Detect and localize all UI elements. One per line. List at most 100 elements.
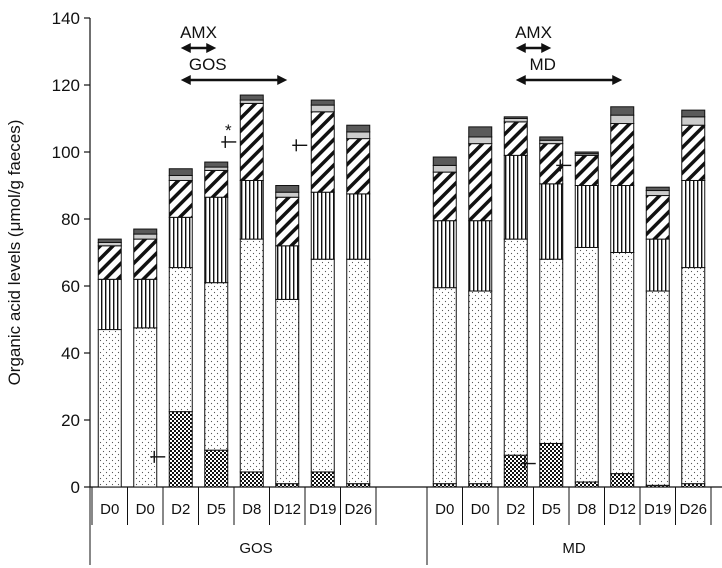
bar-segment xyxy=(503,154,528,240)
y-tick-label: 0 xyxy=(71,478,80,497)
bar-segment xyxy=(645,190,670,197)
annotation-arrowhead-left xyxy=(180,75,191,85)
bar-segment xyxy=(204,449,229,488)
y-axis-label: Organic acid levels (μmol/g faeces) xyxy=(5,120,24,386)
bar-segment xyxy=(468,143,493,222)
bar-segment xyxy=(610,185,635,253)
bar-segment xyxy=(168,174,193,181)
bar-segment xyxy=(645,195,670,240)
bar-segment xyxy=(346,124,371,133)
bar-segment xyxy=(503,454,528,488)
bar-segment xyxy=(310,111,335,193)
annotation-label: MD xyxy=(530,55,556,74)
bar-segment xyxy=(204,169,229,198)
bar-segment xyxy=(468,136,493,145)
bar-segment xyxy=(503,116,528,119)
bar-segment xyxy=(204,196,229,284)
group-label: GOS xyxy=(239,540,272,557)
annotation-arrowhead-left xyxy=(515,43,526,53)
y-tick-label: 20 xyxy=(61,411,80,430)
bar-segment xyxy=(275,196,300,247)
y-tick-label: 140 xyxy=(52,9,80,28)
bar-segment xyxy=(681,116,706,126)
bar-segment xyxy=(645,186,670,192)
bar-segment xyxy=(204,166,229,171)
bar-segment xyxy=(168,216,193,269)
bar-segment xyxy=(539,183,564,260)
bar-segment xyxy=(681,483,706,488)
category-label: D0 xyxy=(471,501,490,518)
annotation-label: GOS xyxy=(189,55,227,74)
bar-segment xyxy=(681,109,706,118)
bar-segment xyxy=(133,278,158,329)
bar-segment xyxy=(133,233,158,240)
bar-segment xyxy=(275,185,300,193)
bar-segment xyxy=(97,238,122,243)
bar-segment xyxy=(133,238,158,280)
bar-segment xyxy=(468,290,493,485)
bar-segment xyxy=(97,278,122,331)
bar-segment xyxy=(681,179,706,269)
bar-segment xyxy=(239,471,264,488)
bar-segment xyxy=(574,481,599,488)
y-tick-label: 80 xyxy=(61,210,80,229)
bar-segment xyxy=(97,245,122,280)
bar-segment xyxy=(310,471,335,488)
bar-segment xyxy=(346,138,371,195)
category-label: D5 xyxy=(542,501,561,518)
bar-segment xyxy=(645,238,670,292)
bar-segment xyxy=(133,228,158,235)
bar-segment xyxy=(574,151,599,155)
bar-segment xyxy=(133,327,158,488)
bar-segment xyxy=(204,282,229,451)
category-label: D8 xyxy=(242,501,261,518)
bar-segment xyxy=(97,329,122,488)
y-tick-label: 40 xyxy=(61,344,80,363)
bar-segment xyxy=(645,290,670,486)
bar-segment xyxy=(539,258,564,444)
bar-segment xyxy=(574,246,599,483)
bar-segment xyxy=(503,118,528,123)
significance-star: * xyxy=(225,121,232,140)
annotation-arrowhead-right xyxy=(277,75,288,85)
bar-segment xyxy=(468,126,493,138)
category-label: D8 xyxy=(577,501,596,518)
category-label: D2 xyxy=(171,501,190,518)
bar-segment xyxy=(610,106,635,116)
bar-segment xyxy=(574,185,599,248)
bar-segment xyxy=(539,442,564,488)
bar-segment xyxy=(239,99,264,104)
bar-segment xyxy=(503,121,528,156)
bar-segment xyxy=(432,287,457,485)
bar-segment xyxy=(468,483,493,488)
bar-segment xyxy=(610,123,635,186)
bar-segment xyxy=(168,411,193,488)
category-label: D12 xyxy=(608,501,636,518)
bar-segment xyxy=(432,483,457,488)
bar-segment xyxy=(346,193,371,260)
bar-segment xyxy=(468,220,493,292)
bar-segment xyxy=(610,473,635,488)
category-label: D0 xyxy=(136,501,155,518)
bar-segment xyxy=(432,220,457,289)
bar-segment xyxy=(610,252,635,475)
bar-segment xyxy=(275,245,300,300)
category-label: D5 xyxy=(207,501,226,518)
category-label: D26 xyxy=(344,501,372,518)
bar-segment xyxy=(275,191,300,198)
bar-segment xyxy=(239,179,264,240)
bar-segment xyxy=(539,136,564,141)
annotation-arrowhead-left xyxy=(180,43,191,53)
category-label: D19 xyxy=(309,501,337,518)
bar-segment xyxy=(239,238,264,473)
bar-segment xyxy=(681,124,706,181)
bar-segment xyxy=(204,161,229,168)
annotation-label: AMX xyxy=(515,23,552,42)
bar-segment xyxy=(97,241,122,247)
bar-segment xyxy=(275,483,300,488)
bar-segment xyxy=(275,298,300,485)
category-label: D0 xyxy=(435,501,454,518)
bar-segment xyxy=(610,114,635,125)
annotation-arrowhead-right xyxy=(612,75,623,85)
bar-segment xyxy=(503,238,528,456)
